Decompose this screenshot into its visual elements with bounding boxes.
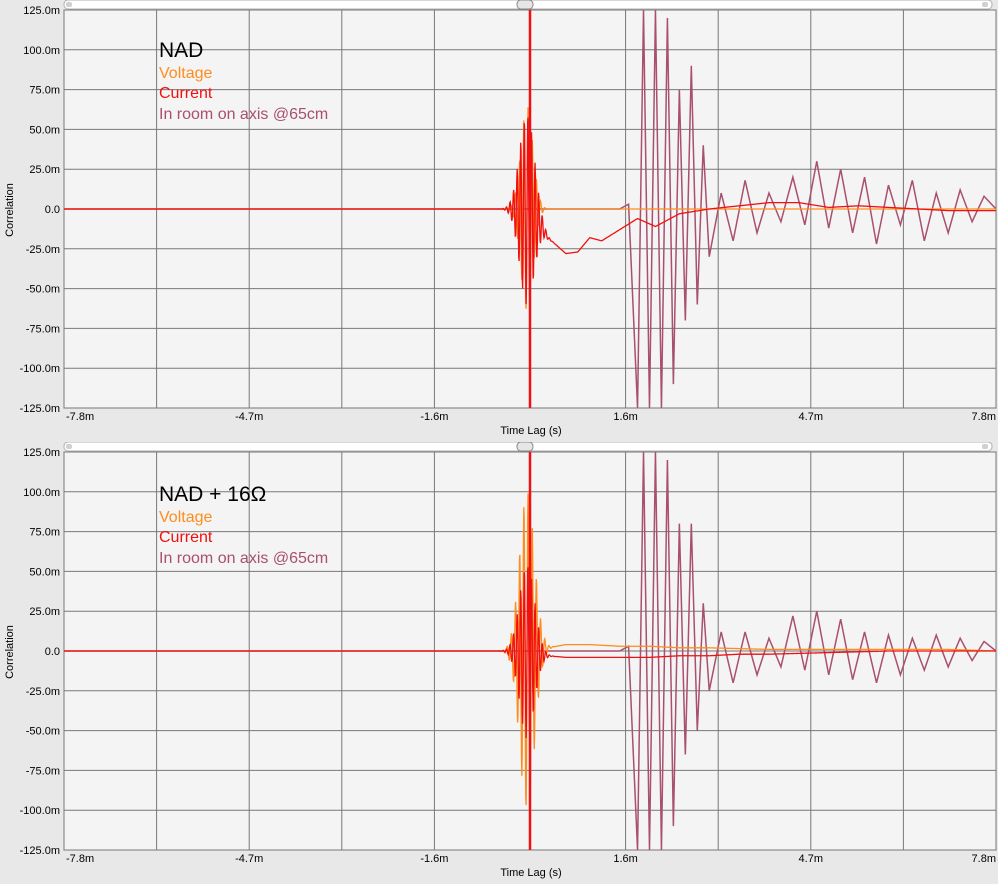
y-tick-label: 100.0m — [23, 487, 60, 499]
y-tick-label: -100.0m — [20, 805, 60, 817]
y-tick-label: 125.0m — [23, 5, 60, 17]
x-tick-label: -7.8m — [66, 411, 94, 423]
correlation-chart-nad: 125.0m 100.0m 75.0m 50.0m 25.0m 0.0 -25.0m -50.… — [4, 0, 997, 437]
scrollbar-right-cap — [982, 444, 988, 449]
y-axis-title: Correlation — [4, 625, 16, 679]
legend-voltage: Voltage — [159, 509, 212, 526]
x-tick-label: -1.6m — [420, 853, 448, 865]
x-tick-label: 4.7m — [799, 411, 823, 423]
x-tick-label: -1.6m — [420, 411, 448, 423]
series-group — [64, 10, 996, 408]
x-tick-label: -7.8m — [66, 853, 94, 865]
x-tick-label: 1.6m — [613, 853, 637, 865]
x-tick-label: -4.7m — [235, 853, 263, 865]
y-tick-label: 125.0m — [23, 447, 60, 459]
y-tick-label: 75.0m — [29, 85, 60, 97]
x-tick-label: -4.7m — [235, 411, 263, 423]
y-tick-label: 0.0 — [45, 646, 60, 658]
correlation-chart-nad-16ohm: 125.0m 100.0m 75.0m 50.0m 25.0m 0.0 -25.0m -50.… — [0, 442, 998, 884]
y-tick-label: 25.0m — [29, 606, 60, 618]
x-axis-title: Time Lag (s) — [500, 867, 561, 879]
y-axis-ticks: 125.0m 100.0m 75.0m 50.0m 25.0m 0.0 -25.0m -50.… — [20, 447, 60, 857]
y-tick-label: 100.0m — [23, 45, 60, 57]
scrollbar-left-cap — [66, 2, 72, 7]
x-tick-label: 4.7m — [799, 853, 823, 865]
y-tick-label: -50.0m — [26, 284, 60, 296]
legend-room: In room on axis @65cm — [159, 550, 328, 567]
scrollbar-right-cap — [982, 2, 988, 7]
legend-title: NAD — [159, 39, 203, 62]
y-tick-label: 0.0 — [45, 204, 60, 216]
chart-panel-top: 125.0m 100.0m 75.0m 50.0m 25.0m 0.0 -25.0m -50.… — [4, 0, 997, 437]
scrollbar-left-cap — [66, 444, 72, 449]
scrollbar-thumb[interactable] — [516, 442, 534, 452]
legend-voltage: Voltage — [159, 65, 212, 82]
y-tick-label: -100.0m — [20, 363, 60, 375]
horizontal-scrollbar[interactable] — [63, 442, 993, 452]
y-tick-label: -125.0m — [20, 403, 60, 415]
y-axis-ticks: 125.0m 100.0m 75.0m 50.0m 25.0m 0.0 -25.0m -50.… — [20, 5, 60, 415]
x-tick-label: 7.8m — [972, 853, 996, 865]
x-tick-label: 7.8m — [972, 411, 996, 423]
scrollbar-thumb[interactable] — [516, 0, 534, 10]
legend-room: In room on axis @65cm — [159, 106, 328, 123]
x-axis-ticks: -7.8m -4.7m -1.6m 1.6m 4.7m 7.8m — [66, 411, 996, 423]
legend-title: NAD + 16Ω — [159, 483, 266, 506]
x-tick-label: 1.6m — [613, 411, 637, 423]
chart-panel-bottom: 125.0m 100.0m 75.0m 50.0m 25.0m 0.0 -25.0m -50.… — [0, 442, 998, 884]
x-axis-title: Time Lag (s) — [500, 425, 561, 437]
y-tick-label: -75.0m — [26, 323, 60, 335]
y-tick-label: -25.0m — [26, 244, 60, 256]
y-tick-label: 25.0m — [29, 164, 60, 176]
y-tick-label: -25.0m — [26, 686, 60, 698]
legend-current: Current — [159, 85, 213, 102]
series-group — [64, 452, 996, 850]
horizontal-scrollbar[interactable] — [63, 0, 993, 10]
y-tick-label: 50.0m — [29, 566, 60, 578]
y-axis-title: Correlation — [4, 183, 16, 237]
legend-current: Current — [159, 529, 213, 546]
x-axis-ticks: -7.8m -4.7m -1.6m 1.6m 4.7m 7.8m — [66, 853, 996, 865]
y-tick-label: -50.0m — [26, 726, 60, 738]
series-line-room — [64, 452, 996, 850]
y-tick-label: 50.0m — [29, 124, 60, 136]
y-tick-label: -125.0m — [20, 845, 60, 857]
y-tick-label: 75.0m — [29, 527, 60, 539]
y-tick-label: -75.0m — [26, 765, 60, 777]
